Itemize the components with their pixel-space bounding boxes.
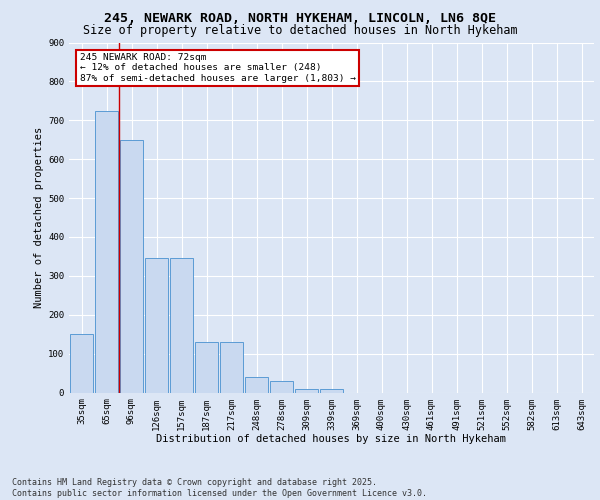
Bar (95, 110, 118, 392)
Text: 245 NEWARK ROAD: 72sqm
← 12% of detached houses are smaller (248)
87% of semi-de: 245 NEWARK ROAD: 72sqm ← 12% of detached… (79, 53, 355, 83)
Bar (295, 388, 318, 392)
Y-axis label: Number of detached properties: Number of detached properties (34, 127, 44, 308)
Bar (70, 334, 93, 392)
Bar (145, 258, 168, 392)
Text: Size of property relative to detached houses in North Hykeham: Size of property relative to detached ho… (83, 24, 517, 37)
Bar (120, 140, 143, 392)
Bar (170, 258, 193, 392)
Bar (245, 377, 268, 392)
Bar (195, 342, 218, 392)
Bar (320, 390, 343, 392)
Text: Contains HM Land Registry data © Crown copyright and database right 2025.
Contai: Contains HM Land Registry data © Crown c… (12, 478, 427, 498)
X-axis label: Distribution of detached houses by size in North Hykeham: Distribution of detached houses by size … (157, 434, 506, 444)
Bar (270, 381, 293, 392)
Bar (220, 342, 243, 392)
Text: 245, NEWARK ROAD, NORTH HYKEHAM, LINCOLN, LN6 8QE: 245, NEWARK ROAD, NORTH HYKEHAM, LINCOLN… (104, 12, 496, 26)
